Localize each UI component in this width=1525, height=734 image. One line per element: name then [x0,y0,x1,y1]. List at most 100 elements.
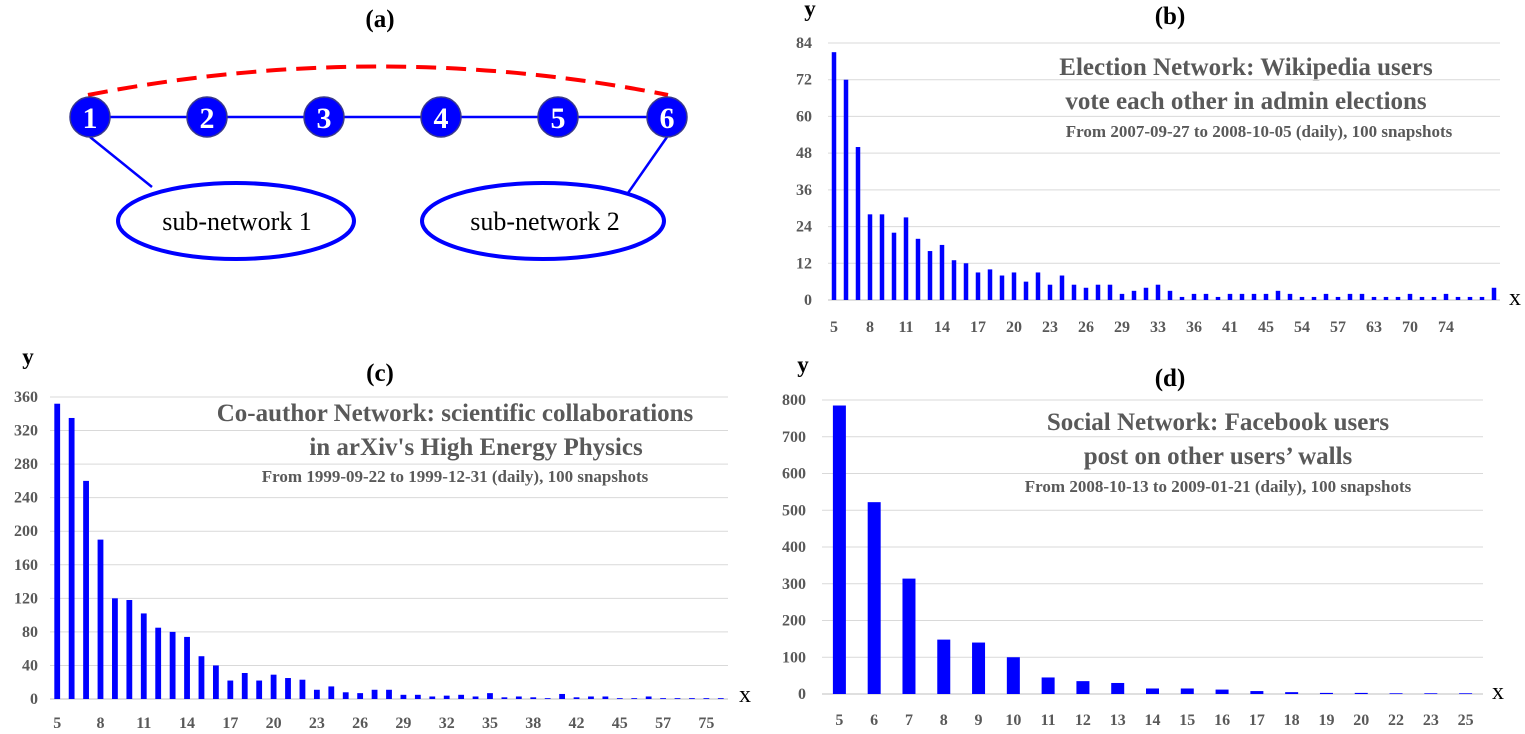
x-tick-label: 11 [898,319,913,336]
bar [1047,284,1053,300]
bar [1335,296,1341,300]
chart-c-title-line1: Co-author Network: scientific collaborat… [217,400,694,427]
bar [937,639,951,694]
y-tick-label: 500 [782,502,806,519]
bar [1143,287,1149,300]
x-tick-label: 63 [1366,319,1382,336]
bar [951,260,957,300]
bar [927,251,933,300]
bar [1107,284,1113,300]
x-tick-label: 8 [866,319,874,336]
y-tick-label: 12 [796,255,812,272]
node-3-circle [303,96,345,138]
x-tick-label: 70 [1402,319,1418,336]
x-tick-label: 13 [1110,712,1126,729]
bar [1354,692,1368,694]
chart-d-label: (d) [1155,365,1186,392]
bar [1076,681,1090,694]
chart-c-subtitle: From 1999-09-22 to 1999-12-31 (daily), 1… [262,467,649,486]
bar [1215,296,1221,300]
x-tick-label: 20 [1353,712,1369,729]
bar [1491,287,1497,300]
x-tick-label: 54 [1294,319,1310,336]
bar [1131,290,1137,300]
bar [544,698,551,699]
bar [1285,692,1299,694]
bar [1250,691,1264,694]
bar [313,689,320,699]
bar [1011,272,1017,300]
bar [1275,290,1281,300]
subnetwork-2-label: sub-network 2 [470,207,619,236]
chart-d: (d) y x Social Network: Facebook users p… [782,352,1504,729]
bar [1251,293,1257,300]
bar [616,698,623,699]
bar [227,680,234,699]
node-5-label: 5 [551,102,566,135]
bar [1359,293,1365,300]
x-tick-label: 32 [439,715,455,732]
x-tick-label: 25 [1458,712,1474,729]
bar [1419,296,1425,300]
bar [357,693,364,699]
y-tick-label: 320 [14,423,38,440]
bar [256,680,263,699]
chart-c-xticks: 5 8 11 14 17 20 23 26 29 32 35 38 42 45 57 75 [53,715,714,732]
x-tick-label: 8 [96,715,104,732]
y-tick-label: 800 [782,392,806,409]
x-tick-label: 12 [1075,712,1091,729]
x-tick-label: 75 [698,715,714,732]
x-tick-label: 26 [1078,319,1094,336]
y-tick-label: 36 [796,182,812,199]
bar [285,678,291,699]
x-tick-label: 23 [1042,319,1058,336]
node-5-circle [537,96,579,138]
x-tick-label: 22 [1388,712,1404,729]
node-4-circle [420,96,462,138]
y-tick-label: 200 [782,613,806,630]
bar [1407,293,1413,300]
x-tick-label: 36 [1186,319,1202,336]
chart-b-xlabel: x [1509,285,1521,311]
bar [1371,296,1377,300]
bar [1395,296,1401,300]
x-tick-label: 35 [482,715,498,732]
y-tick-label: 48 [796,145,812,162]
bar [1083,287,1089,300]
chart-c-yticks: 0 40 80 120 160 200 240 280 320 360 [14,389,38,708]
chart-b: (b) y x Election Network: Wikipedia user… [796,0,1521,336]
x-tick-label: 45 [1258,319,1274,336]
chart-c: (c) y x Co-author Network: scientific co… [14,344,751,732]
node-5: 5 [537,96,579,138]
chart-c-title-line2: in arXiv's High Energy Physics [309,434,643,461]
bar [1059,275,1065,300]
bar [1179,296,1185,300]
x-tick-label: 38 [525,715,541,732]
bar [1023,281,1029,300]
node-6-circle [646,96,688,138]
bar [126,600,133,699]
bar [660,698,666,699]
subnetwork-1-label: sub-network 1 [162,207,311,236]
bar [1479,296,1485,300]
chart-b-title-line2: vote each other in admin elections [1065,88,1427,115]
bar [703,698,710,699]
x-tick-label: 26 [352,715,368,732]
bar [1191,293,1197,300]
bar [1180,688,1194,694]
bar [515,696,522,699]
bar [487,693,493,699]
bar [501,697,508,699]
x-tick-label: 74 [1438,319,1454,336]
bar [1071,284,1077,300]
bar [602,696,609,699]
subnetwork-2-ellipse [420,181,666,261]
node-3: 3 [303,96,345,138]
bar [140,613,147,699]
y-tick-label: 100 [782,649,806,666]
bar [903,217,909,300]
bar [1263,293,1269,300]
x-tick-label: 19 [1318,712,1334,729]
chart-b-bars [831,52,1497,300]
